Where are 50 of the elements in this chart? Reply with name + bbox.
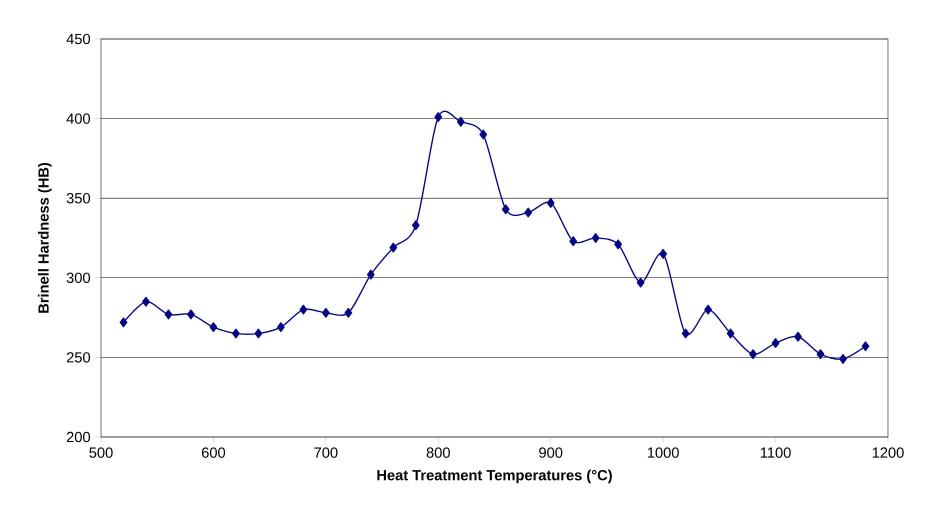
point [794, 332, 802, 342]
y-tick-label: 400 [66, 113, 90, 124]
point [187, 309, 195, 320]
point [277, 322, 285, 332]
y-tick-label: 250 [66, 352, 90, 363]
point [592, 233, 600, 243]
x-tick-label: 600 [202, 447, 226, 458]
y-tick-label: 350 [66, 193, 90, 204]
point [659, 248, 668, 259]
point [412, 220, 420, 230]
x-tick-label: 1000 [648, 447, 679, 458]
y-tick-label: 450 [66, 34, 90, 44]
point [322, 308, 330, 318]
point [862, 341, 870, 352]
point [636, 278, 645, 288]
point [434, 112, 442, 122]
point [502, 204, 510, 214]
point [366, 270, 375, 280]
point [524, 208, 532, 218]
y-tick-label: 300 [66, 272, 90, 283]
y-tick-label: 200 [66, 432, 90, 442]
point [682, 328, 690, 338]
point [749, 349, 757, 360]
point [300, 304, 308, 315]
y-axis-title: Brinell Hardness (HB) [38, 162, 52, 313]
point [479, 130, 488, 140]
point [389, 242, 398, 252]
x-axis-title: Heat Treatment Temperatures (°C) [377, 470, 612, 484]
point [344, 308, 352, 318]
point [816, 349, 824, 360]
point [232, 328, 240, 338]
x-tick-label: 1100 [760, 447, 791, 458]
x-tick-label: 700 [314, 447, 338, 458]
point [120, 317, 128, 328]
x-tick-label: 800 [426, 447, 450, 458]
point [704, 304, 712, 315]
x-tick-label: 900 [539, 447, 562, 458]
point [210, 322, 218, 332]
point [164, 309, 172, 320]
point [546, 198, 555, 208]
point [456, 116, 465, 127]
point [772, 338, 780, 348]
point [614, 239, 622, 250]
point [726, 328, 734, 338]
point [839, 354, 847, 364]
point [569, 236, 578, 246]
point [254, 328, 262, 338]
x-tick-label: 1200 [872, 447, 904, 458]
x-tick-label: 500 [89, 447, 113, 458]
point [142, 296, 150, 307]
